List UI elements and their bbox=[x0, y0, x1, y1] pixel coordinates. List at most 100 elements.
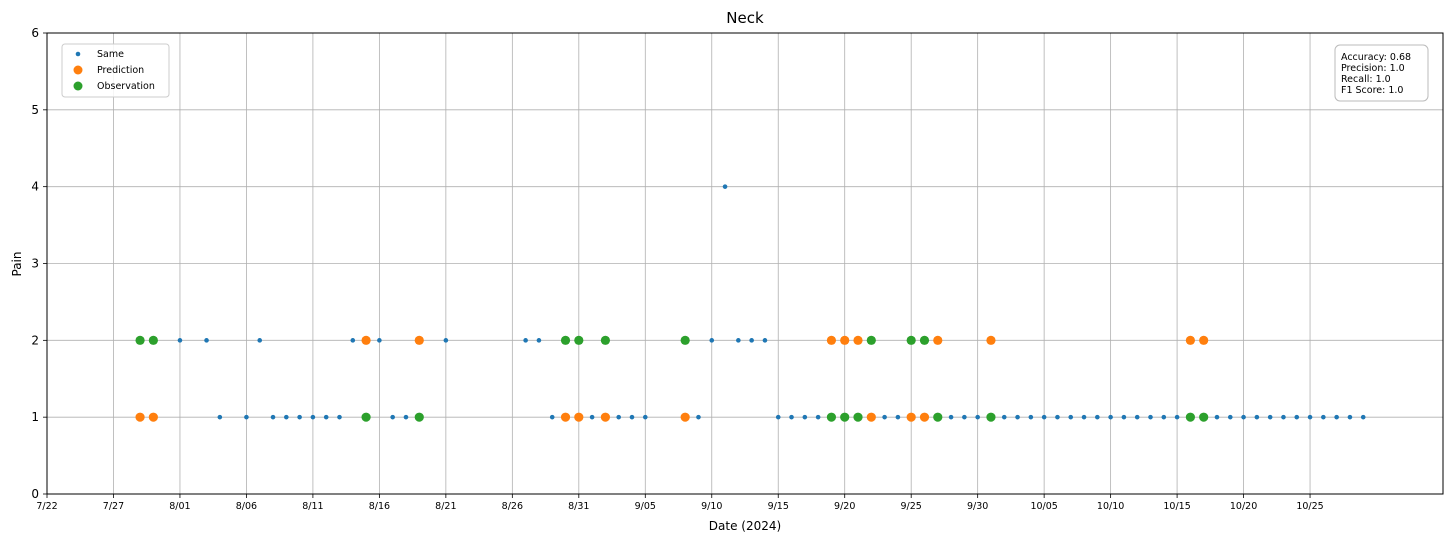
point-observation bbox=[560, 335, 571, 345]
point-prediction bbox=[919, 412, 930, 422]
point-same bbox=[217, 414, 223, 420]
point-same bbox=[882, 414, 887, 420]
x-tick-label: 7/22 bbox=[36, 501, 57, 512]
point-prediction bbox=[600, 412, 611, 422]
legend-label-prediction: Prediction bbox=[97, 65, 144, 76]
x-tick-label: 10/20 bbox=[1230, 501, 1257, 512]
point-same bbox=[1227, 414, 1233, 420]
point-same bbox=[177, 338, 183, 343]
point-same bbox=[642, 414, 648, 420]
metrics-box-frame bbox=[1334, 44, 1429, 102]
point-same bbox=[1174, 414, 1180, 420]
legend-marker-same bbox=[75, 51, 81, 57]
point-same bbox=[589, 414, 595, 420]
x-tick-label: 8/26 bbox=[502, 501, 523, 512]
point-same bbox=[1108, 414, 1113, 420]
point-prediction bbox=[1199, 335, 1209, 345]
point-same bbox=[1294, 414, 1300, 420]
point-same bbox=[802, 414, 808, 420]
metric-precision: Precision: 1.0 bbox=[1341, 63, 1405, 74]
point-same bbox=[1081, 414, 1087, 420]
point-observation bbox=[135, 335, 145, 345]
y-tick-label: 5 bbox=[31, 103, 39, 117]
point-prediction bbox=[840, 335, 850, 345]
point-observation bbox=[840, 412, 850, 422]
point-prediction bbox=[933, 335, 943, 345]
point-observation bbox=[1185, 412, 1195, 422]
point-same bbox=[1161, 414, 1167, 420]
point-same bbox=[749, 338, 754, 343]
point-same bbox=[975, 414, 980, 420]
y-tick-label: 3 bbox=[31, 257, 39, 271]
y-tick-label: 1 bbox=[31, 410, 39, 424]
point-same bbox=[310, 414, 316, 420]
point-same bbox=[270, 414, 276, 420]
legend-frame bbox=[61, 43, 170, 98]
point-prediction bbox=[866, 412, 876, 422]
point-same bbox=[775, 414, 781, 420]
point-same bbox=[284, 414, 289, 420]
point-same bbox=[1347, 414, 1353, 420]
x-tick-label: 8/16 bbox=[369, 501, 390, 512]
grid-lines bbox=[46, 32, 1443, 495]
x-tick-label: 8/01 bbox=[169, 501, 190, 512]
point-observation bbox=[361, 412, 371, 422]
point-prediction bbox=[135, 412, 145, 422]
point-same bbox=[696, 414, 701, 420]
legend-label-same: Same bbox=[97, 49, 124, 60]
legend: Same Prediction Observation bbox=[61, 43, 170, 98]
point-observation bbox=[933, 412, 943, 422]
point-observation bbox=[574, 335, 584, 345]
x-axis-label: Date (2024) bbox=[709, 519, 781, 533]
point-same bbox=[722, 184, 728, 189]
point-same bbox=[815, 414, 821, 420]
y-tick-label: 2 bbox=[31, 333, 39, 347]
metric-recall: Recall: 1.0 bbox=[1341, 74, 1391, 85]
point-prediction bbox=[1185, 335, 1195, 345]
point-same bbox=[377, 338, 382, 343]
point-observation bbox=[826, 412, 837, 422]
point-prediction bbox=[414, 335, 424, 345]
x-tick-label: 8/06 bbox=[236, 501, 257, 512]
point-same bbox=[1281, 414, 1286, 420]
point-prediction bbox=[826, 335, 837, 345]
y-tick-label: 6 bbox=[31, 26, 39, 40]
point-observation bbox=[680, 335, 690, 345]
point-same bbox=[1015, 414, 1020, 420]
axis-ticks: 7/22 7/27 8/01 8/06 8/11 8/16 8/21 8/26 8/31 9/05… bbox=[31, 26, 1323, 512]
point-same bbox=[244, 414, 249, 420]
x-tick-label: 10/25 bbox=[1296, 501, 1323, 512]
point-observation bbox=[1199, 412, 1209, 422]
point-same bbox=[536, 338, 542, 343]
point-same bbox=[1267, 414, 1273, 420]
point-same bbox=[443, 338, 449, 343]
metrics-box: Accuracy: 0.68 Precision: 1.0 Recall: 1.… bbox=[1334, 44, 1429, 102]
point-observation bbox=[148, 335, 158, 345]
x-tick-label: 9/25 bbox=[901, 501, 922, 512]
point-observation bbox=[866, 335, 876, 345]
point-observation bbox=[600, 335, 611, 345]
point-same bbox=[390, 414, 395, 420]
data-points bbox=[135, 184, 1366, 422]
point-same bbox=[403, 414, 409, 420]
point-same bbox=[1254, 414, 1260, 420]
point-observation bbox=[906, 335, 916, 345]
point-prediction bbox=[560, 412, 571, 422]
point-same bbox=[323, 414, 329, 420]
x-tick-label: 7/27 bbox=[103, 501, 124, 512]
point-prediction bbox=[986, 335, 996, 345]
point-same bbox=[1214, 414, 1220, 420]
point-same bbox=[297, 414, 302, 420]
point-same bbox=[948, 414, 954, 420]
point-prediction bbox=[853, 335, 863, 345]
x-tick-label: 10/10 bbox=[1097, 501, 1124, 512]
x-tick-label: 9/30 bbox=[967, 501, 988, 512]
point-same bbox=[1134, 414, 1140, 420]
x-tick-label: 9/05 bbox=[635, 501, 656, 512]
point-same bbox=[1001, 414, 1007, 420]
x-tick-label: 9/20 bbox=[834, 501, 855, 512]
point-same bbox=[1041, 414, 1047, 420]
point-same bbox=[629, 414, 635, 420]
point-same bbox=[736, 338, 741, 343]
